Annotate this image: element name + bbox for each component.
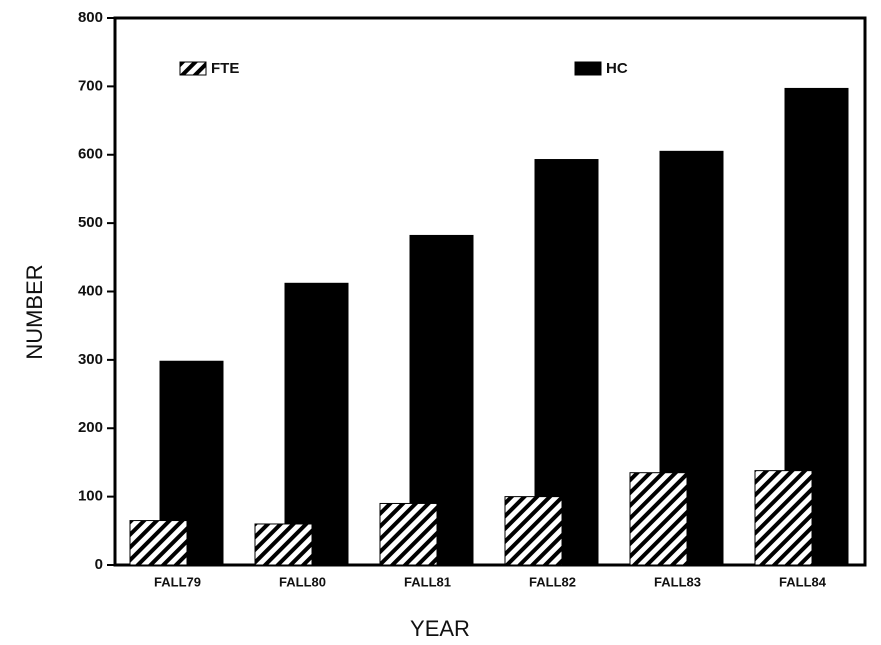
y-tick-label: 600 <box>78 146 103 163</box>
bar <box>129 520 188 566</box>
legend-label: FTE <box>211 60 239 77</box>
y-tick-label: 400 <box>78 282 103 299</box>
y-tick-label: 0 <box>95 556 103 573</box>
y-tick-label: 800 <box>78 9 103 26</box>
plot-frame <box>113 16 867 567</box>
x-tick-label: FALL84 <box>779 574 827 589</box>
x-tick-label: FALL79 <box>154 574 201 589</box>
x-tick-label: FALL82 <box>529 574 576 589</box>
x-axis-title: YEAR <box>410 616 470 641</box>
y-tick-label: 200 <box>78 419 103 436</box>
bar <box>504 496 563 566</box>
bar <box>754 470 813 566</box>
y-tick-label: 300 <box>78 351 103 368</box>
y-tick-label: 100 <box>78 488 103 505</box>
legend-swatch <box>179 61 207 76</box>
y-tick-label: 700 <box>78 77 103 94</box>
bar <box>254 523 313 566</box>
x-tick-label: FALL81 <box>404 574 451 589</box>
legend-swatch <box>574 61 602 76</box>
y-tick-label: 500 <box>78 214 103 231</box>
bar <box>534 159 599 566</box>
x-tick-label: FALL83 <box>654 574 701 589</box>
legend-label: HC <box>606 60 628 77</box>
bar <box>284 282 349 566</box>
y-axis-title: NUMBER <box>22 264 47 359</box>
bar <box>379 502 438 566</box>
x-tick-label: FALL80 <box>279 574 326 589</box>
bar <box>629 472 688 566</box>
bar <box>409 234 474 566</box>
